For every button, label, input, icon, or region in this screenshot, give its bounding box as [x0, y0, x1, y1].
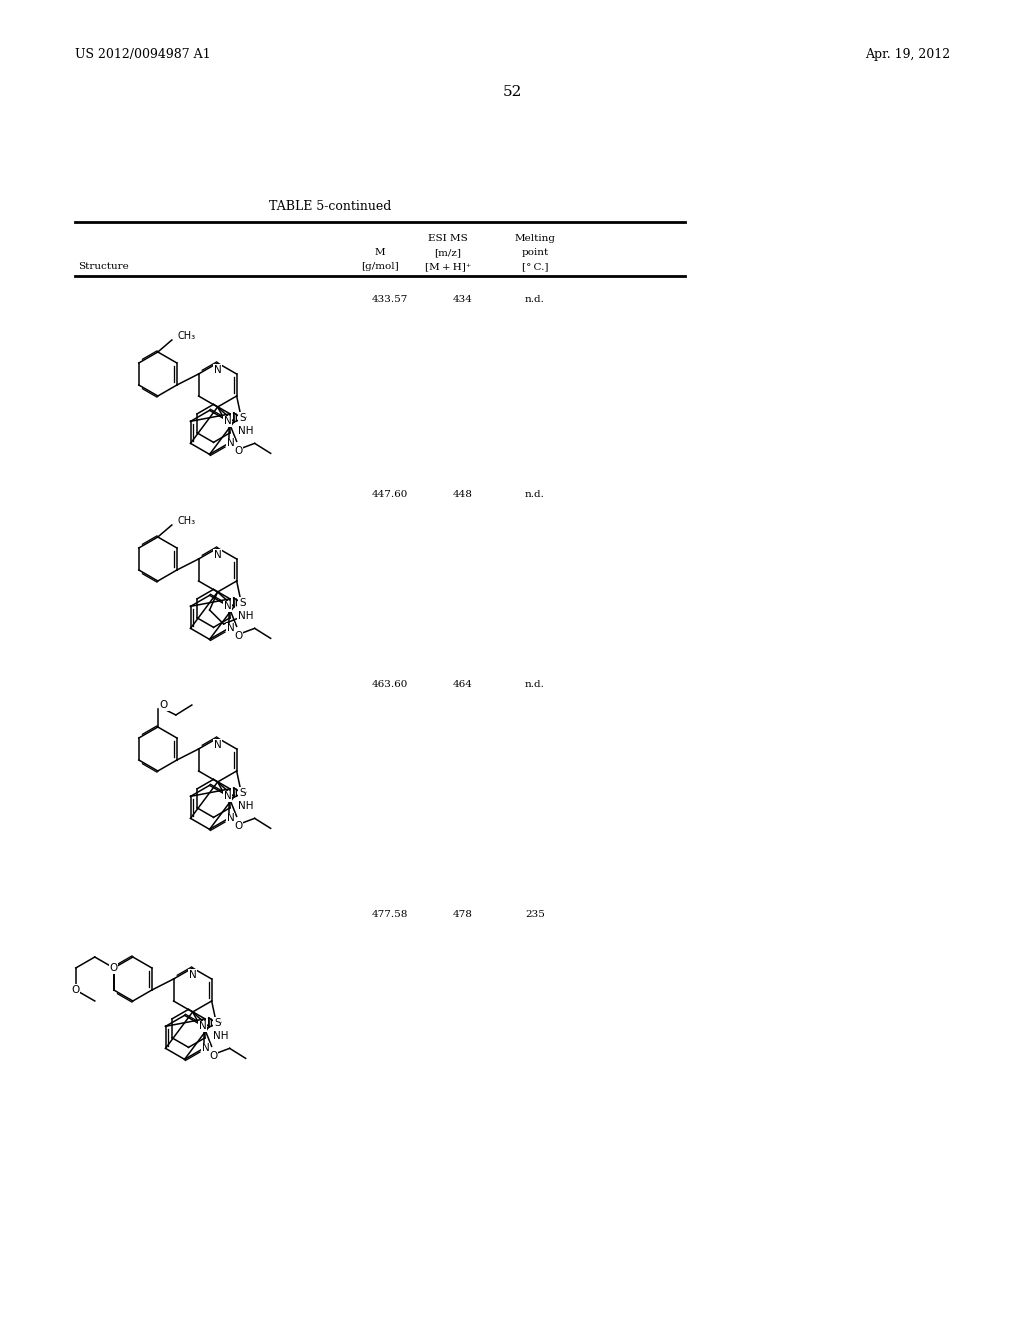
Text: Apr. 19, 2012: Apr. 19, 2012 [865, 48, 950, 61]
Text: O: O [234, 821, 243, 832]
Text: Melting: Melting [514, 234, 555, 243]
Text: O: O [72, 985, 80, 995]
Text: point: point [521, 248, 549, 257]
Text: 477.58: 477.58 [372, 909, 408, 919]
Text: 478: 478 [453, 909, 473, 919]
Text: N: N [214, 550, 221, 560]
Text: n.d.: n.d. [525, 680, 545, 689]
Text: N: N [226, 623, 234, 634]
Text: n.d.: n.d. [525, 490, 545, 499]
Text: ESI MS: ESI MS [428, 234, 468, 243]
Text: N: N [188, 970, 197, 979]
Text: N: N [226, 813, 234, 824]
Text: O: O [210, 1051, 218, 1061]
Text: [m/z]: [m/z] [434, 248, 462, 257]
Text: O: O [110, 964, 118, 973]
Text: S: S [239, 598, 246, 607]
Text: [M + H]⁺: [M + H]⁺ [425, 261, 471, 271]
Text: US 2012/0094987 A1: US 2012/0094987 A1 [75, 48, 211, 61]
Text: NH: NH [238, 801, 254, 810]
Text: N: N [214, 741, 221, 750]
Text: N: N [214, 366, 221, 375]
Text: O: O [160, 700, 168, 710]
Text: S: S [214, 1018, 220, 1027]
Text: N: N [224, 792, 231, 801]
Text: O: O [234, 446, 243, 457]
Text: 463.60: 463.60 [372, 680, 408, 689]
Text: N: N [226, 438, 234, 449]
Text: 464: 464 [453, 680, 473, 689]
Text: 235: 235 [525, 909, 545, 919]
Text: N: N [224, 602, 231, 611]
Text: 433.57: 433.57 [372, 294, 408, 304]
Text: [g/mol]: [g/mol] [361, 261, 399, 271]
Text: S: S [239, 788, 246, 797]
Text: O: O [234, 631, 243, 642]
Text: M: M [375, 248, 385, 257]
Text: N: N [199, 1022, 207, 1031]
Text: NH: NH [238, 426, 254, 436]
Text: N: N [202, 1043, 210, 1053]
Text: N: N [224, 416, 231, 426]
Text: CH₃: CH₃ [178, 331, 196, 341]
Text: S: S [239, 413, 246, 422]
Text: Structure: Structure [78, 261, 129, 271]
Text: 448: 448 [453, 490, 473, 499]
Text: 434: 434 [453, 294, 473, 304]
Text: 52: 52 [503, 84, 521, 99]
Text: CH₃: CH₃ [178, 516, 196, 525]
Text: [° C.]: [° C.] [522, 261, 548, 271]
Text: TABLE 5-continued: TABLE 5-continued [269, 201, 391, 213]
Text: 447.60: 447.60 [372, 490, 408, 499]
Text: NH: NH [238, 611, 254, 620]
Text: n.d.: n.d. [525, 294, 545, 304]
Text: NH: NH [213, 1031, 228, 1041]
